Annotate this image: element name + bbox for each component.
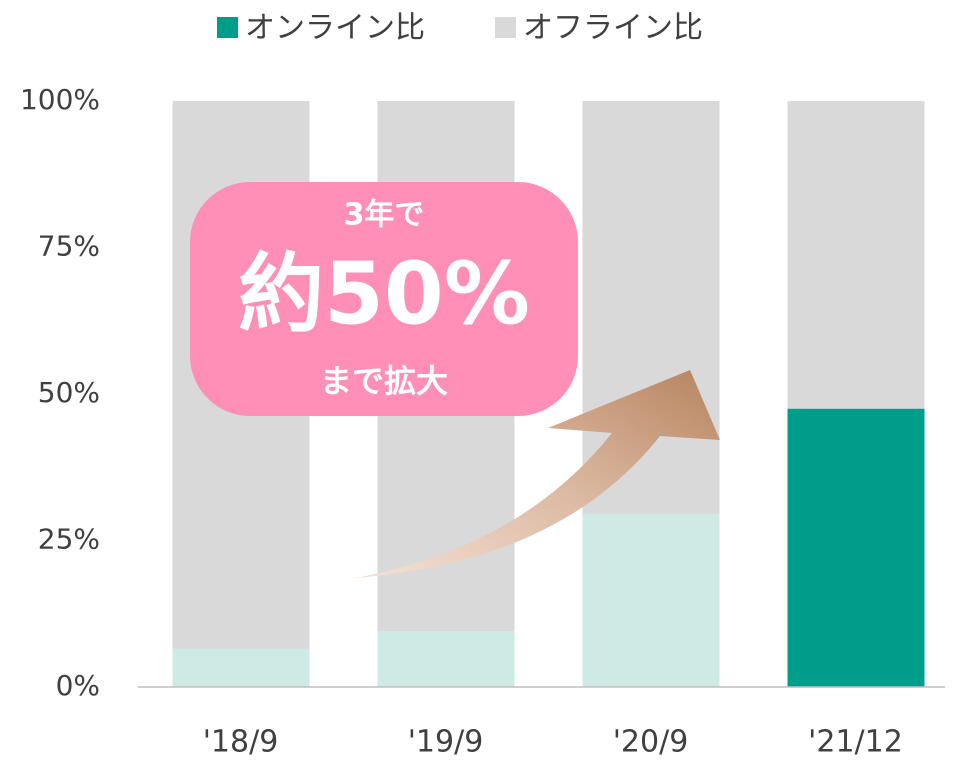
legend-label: オンライン比 xyxy=(245,11,425,46)
y-tick-label: 100% xyxy=(20,83,100,116)
callout-line: まで拡大 xyxy=(320,362,448,400)
callout-headline: 約50% xyxy=(238,244,530,344)
legend-label: オフライン比 xyxy=(523,11,703,46)
bar-segment xyxy=(582,514,720,687)
callout-box xyxy=(190,182,578,416)
trend-arrow xyxy=(355,370,720,578)
y-tick-label: 25% xyxy=(38,523,100,556)
x-tick-label: '20/9 xyxy=(613,725,689,760)
legend-swatch xyxy=(495,17,516,38)
y-tick-label: 75% xyxy=(38,230,100,263)
annotation-layer: 3年で 約50% まで拡大 xyxy=(190,182,720,578)
callout-line: 3年で xyxy=(344,198,425,233)
legend-swatch xyxy=(217,17,238,38)
x-tick-label: '18/9 xyxy=(203,725,279,760)
bar-segment xyxy=(787,101,925,409)
x-tick-label: '21/12 xyxy=(808,725,903,760)
bar-segment xyxy=(172,648,310,687)
y-tick-label: 0% xyxy=(56,669,100,702)
bar-segment xyxy=(787,408,925,687)
x-tick-label: '19/9 xyxy=(408,725,484,760)
bar-segment xyxy=(377,631,515,687)
y-tick-label: 50% xyxy=(38,376,100,409)
